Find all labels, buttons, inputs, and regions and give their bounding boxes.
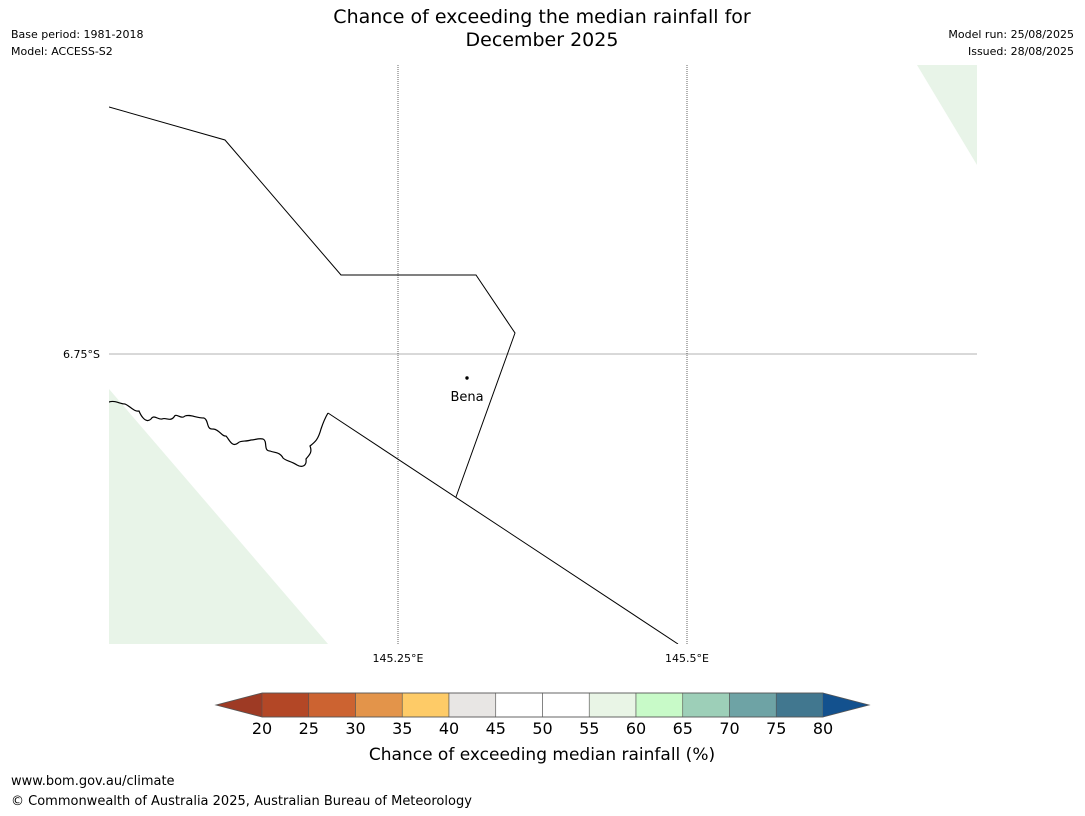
colorbar-segment [355,692,403,718]
colorbar-segment [401,692,450,718]
model-run-date: Model run: 25/08/2025 [948,28,1074,41]
colorbar-tick-label: 60 [625,719,647,738]
colorbar-segment [542,692,590,718]
colorbar-tick-label: 50 [532,719,553,738]
model-name: Model: ACCESS-S2 [11,45,113,58]
colorbar-label: Chance of exceeding median rainfall (%) [368,745,716,765]
river-line [109,400,329,467]
forecast-fill-region [917,65,977,165]
colorbar-over-arrow [823,693,869,717]
issued-date: Issued: 28/08/2025 [967,45,1074,58]
colorbar-tick-label: 35 [392,719,413,738]
colorbar-segment [261,692,310,718]
forecast-map: Bena 6.75°S 145.25°E 145.5°E [63,65,977,665]
colorbar-tick-label: 25 [298,719,319,738]
colorbar-tick-label: 70 [719,719,740,738]
footer-url: www.bom.gov.au/climate [11,774,175,789]
lon-label: 145.25°E [373,652,424,665]
colorbar-tick-label: 20 [251,719,273,738]
lon-label: 145.5°E [665,652,709,665]
colorbar-tick-label: 30 [345,719,366,738]
colorbar-tick-label: 55 [579,719,600,738]
page-title: Chance of exceeding the median rainfall … [242,6,842,52]
colorbar [214,692,871,718]
colorbar-segment [729,692,777,718]
meta-right: Model run: 25/08/2025 Issued: 28/08/2025 [948,26,1074,60]
colorbar-tick-label: 75 [766,719,787,738]
colorbar-ticks: 20 25 30 35 40 45 50 55 60 65 70 75 80 [0,719,1085,741]
footer-copyright: © Commonwealth of Australia 2025, Austra… [11,794,472,809]
colorbar-tick-label: 80 [812,719,834,738]
region-boundary [109,106,516,498]
title-line-1: Chance of exceeding the median rainfall … [333,6,751,28]
colorbar-segment [448,692,497,718]
colorbar-under-arrow [216,693,262,717]
colorbar-segment [775,692,824,718]
colorbar-segment [682,692,730,718]
meta-left: Base period: 1981-2018 Model: ACCESS-S2 [11,26,143,60]
colorbar-segment [588,692,637,718]
colorbar-tick-label: 40 [438,719,460,738]
colorbar-tick-label: 45 [485,719,506,738]
forecast-fill-region [109,389,328,644]
base-period: Base period: 1981-2018 [11,28,144,41]
place-label-bena: Bena [450,390,483,405]
colorbar-segment [308,692,356,718]
colorbar-tick-label: 65 [672,719,693,738]
colorbar-segment [635,692,684,718]
colorbar-segment [495,692,543,718]
lat-label: 6.75°S [63,348,100,361]
region-boundary [327,412,679,644]
bena-marker [465,376,469,380]
title-line-2: December 2025 [465,29,619,51]
